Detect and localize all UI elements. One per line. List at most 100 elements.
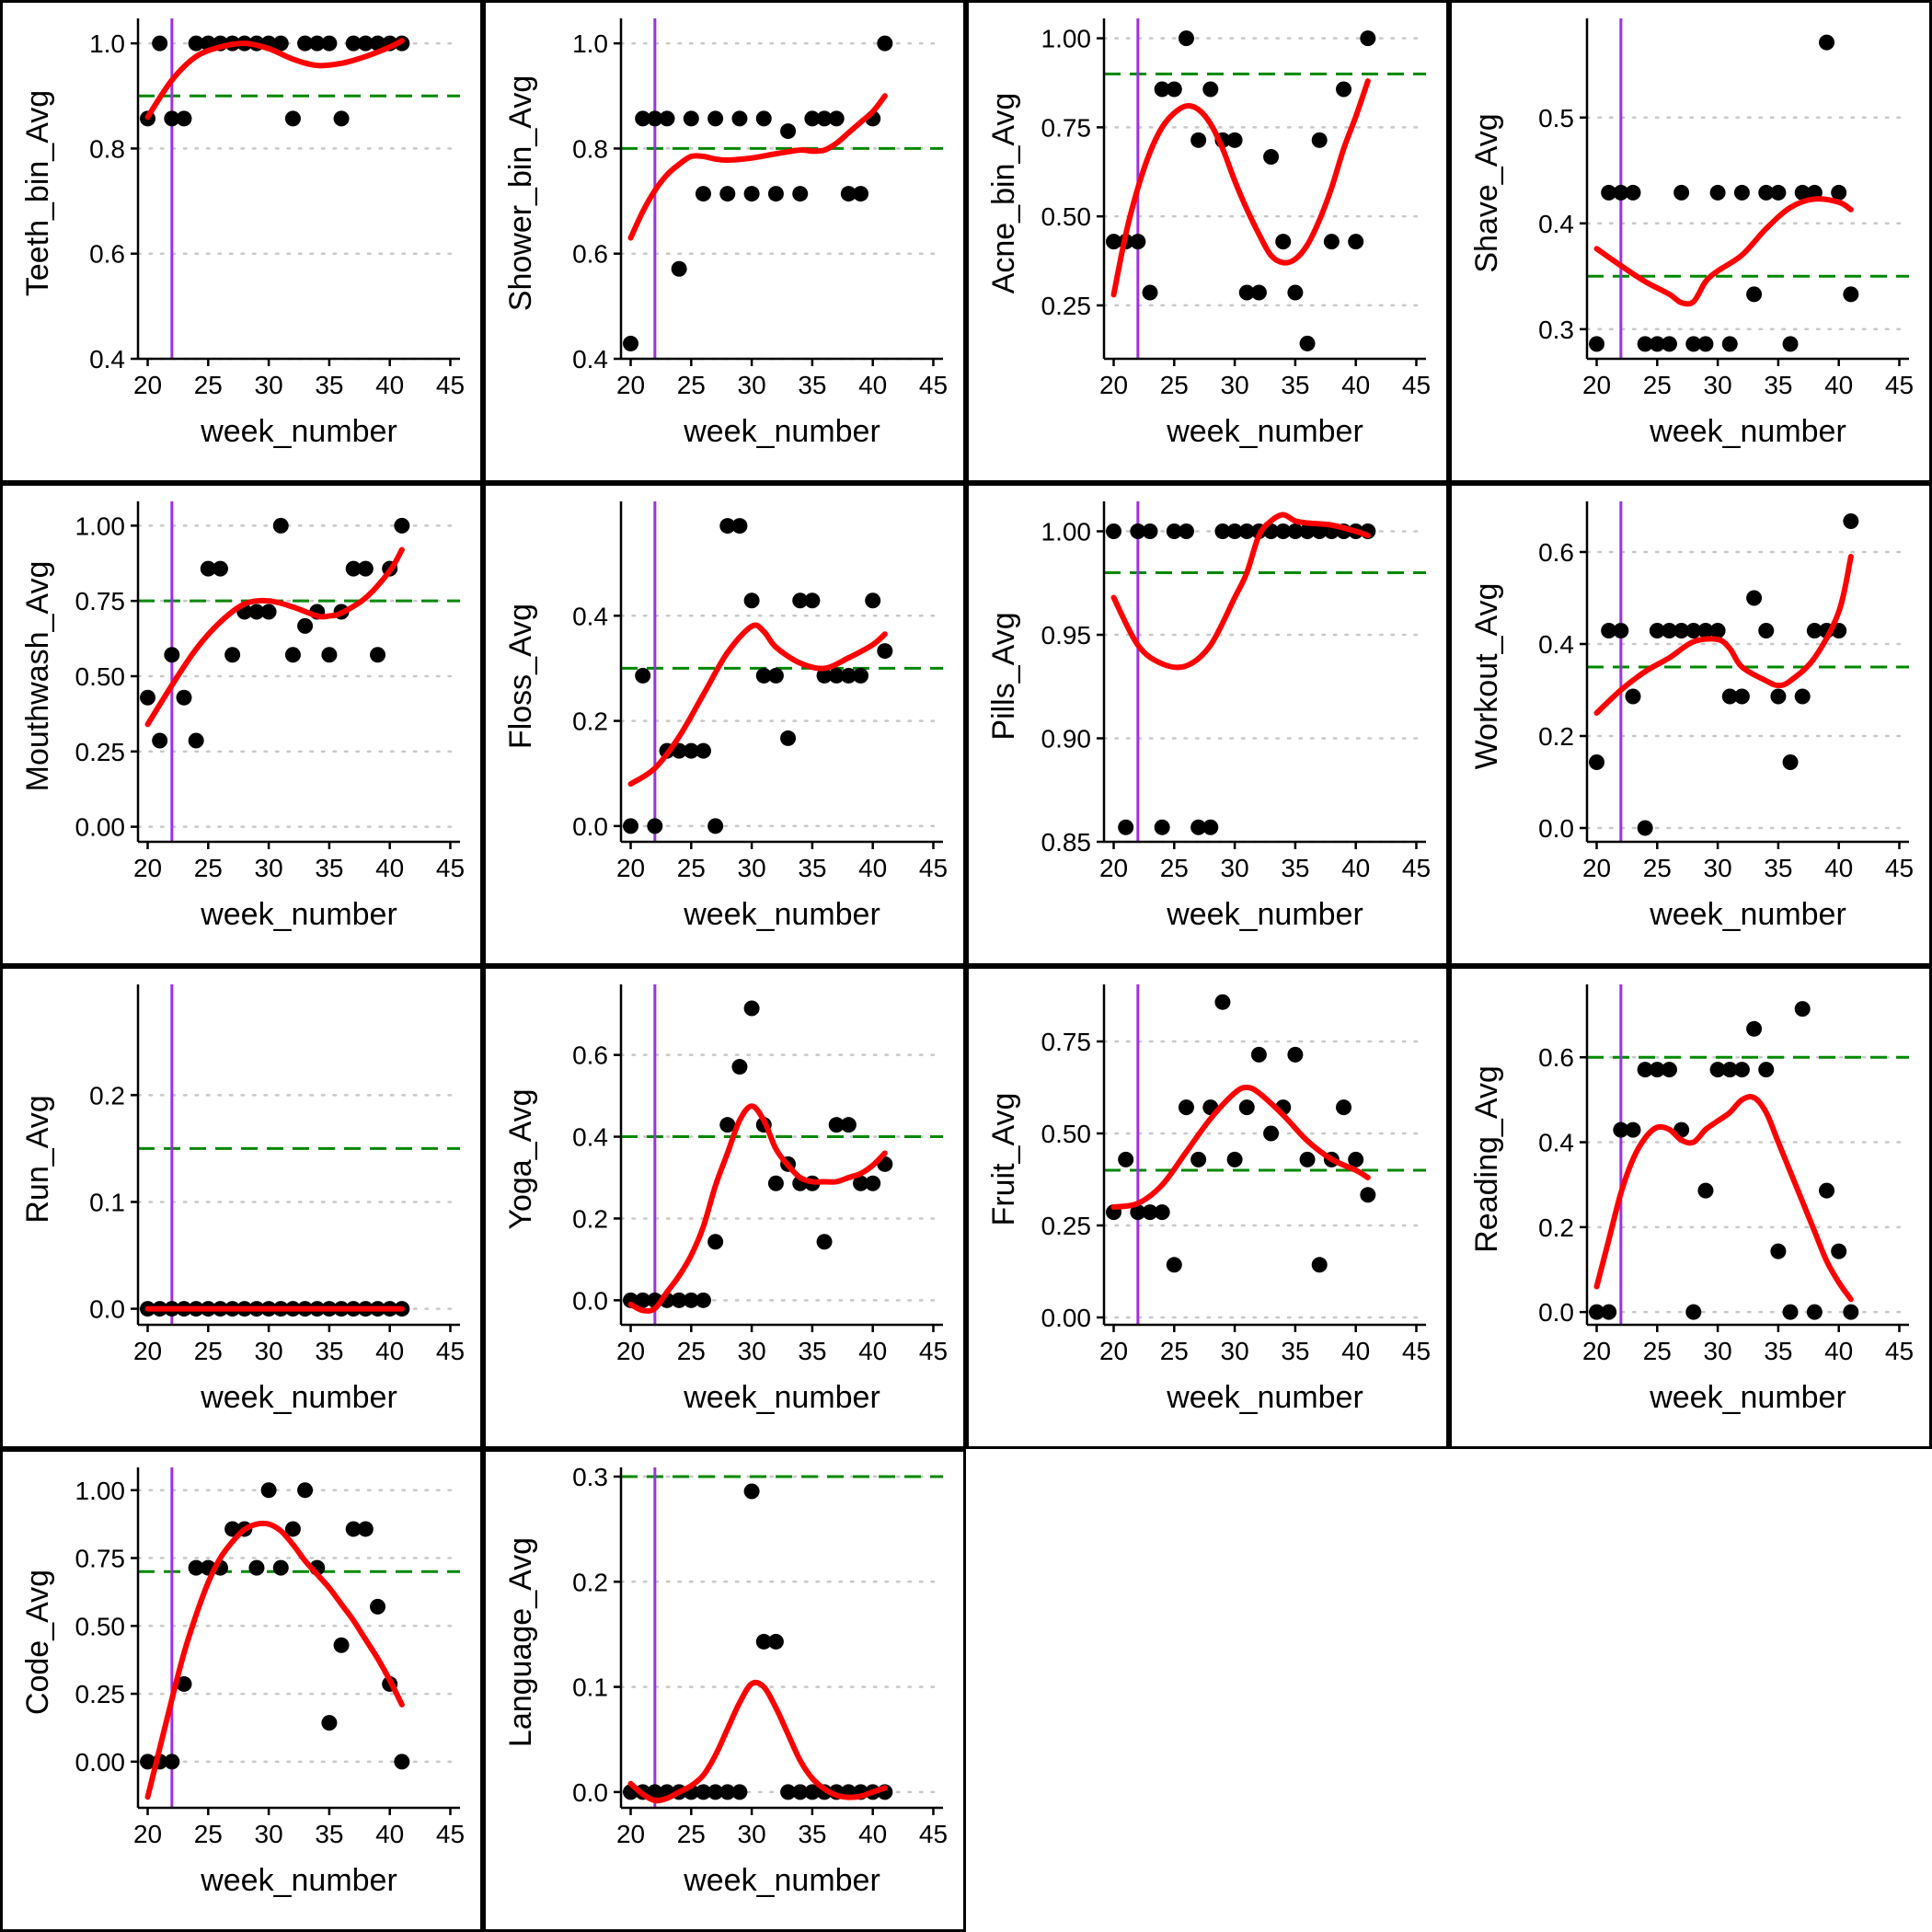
data-point bbox=[321, 647, 338, 663]
y-tick-label: 0.6 bbox=[1538, 538, 1574, 567]
x-tick-label: 30 bbox=[255, 371, 283, 399]
data-point bbox=[1311, 1257, 1328, 1273]
data-point bbox=[1613, 623, 1629, 638]
data-point bbox=[1263, 149, 1280, 166]
chart-panel-3: 0.25 0.50 0.75 1.00 20 25 30 35 40 45 week_number A… bbox=[966, 0, 1449, 483]
x-axis-title: week_number bbox=[1649, 897, 1846, 932]
data-point bbox=[1336, 1099, 1352, 1116]
data-point bbox=[767, 1633, 784, 1650]
smooth-trend-line bbox=[1593, 196, 1854, 307]
data-point bbox=[792, 1784, 809, 1800]
data-point bbox=[1263, 1125, 1280, 1142]
smooth-trend-line bbox=[1110, 1085, 1371, 1210]
data-point bbox=[1673, 184, 1690, 201]
data-point bbox=[1589, 336, 1605, 352]
data-point bbox=[1214, 994, 1231, 1010]
y-tick-label: 0.75 bbox=[1041, 113, 1092, 142]
data-point bbox=[780, 1784, 797, 1800]
data-point bbox=[1226, 523, 1243, 539]
x-tick-label: 40 bbox=[858, 854, 887, 882]
y-tick-label: 0.4 bbox=[1538, 1129, 1574, 1157]
panel-border bbox=[483, 483, 966, 966]
x-tick-label: 25 bbox=[1643, 854, 1672, 882]
data-point bbox=[1637, 1062, 1653, 1078]
data-point bbox=[394, 1754, 410, 1770]
panel-border bbox=[483, 966, 966, 1449]
data-point bbox=[707, 818, 724, 834]
chart-panel-2: 0.4 0.6 0.8 1.0 20 25 30 35 40 45 week_number Showe… bbox=[483, 0, 966, 483]
data-point bbox=[272, 517, 289, 534]
x-tick-label: 25 bbox=[677, 1820, 706, 1848]
data-point bbox=[1166, 81, 1182, 98]
data-point bbox=[164, 1754, 180, 1770]
data-point bbox=[200, 560, 216, 577]
x-tick-label: 25 bbox=[194, 371, 223, 399]
data-point bbox=[1348, 1151, 1364, 1167]
x-tick-label: 20 bbox=[1582, 854, 1611, 882]
data-point bbox=[176, 110, 192, 127]
data-point bbox=[1142, 284, 1158, 301]
y-tick-label: 0.25 bbox=[75, 738, 126, 766]
y-tick-label: 1.0 bbox=[89, 29, 125, 58]
x-tick-label: 20 bbox=[616, 1337, 645, 1365]
y-axis-title: Language_Avg bbox=[503, 1537, 538, 1747]
data-point bbox=[828, 110, 845, 127]
data-point bbox=[1118, 819, 1134, 835]
data-point bbox=[1697, 1182, 1714, 1199]
data-point bbox=[370, 647, 386, 663]
smooth-trend-line bbox=[627, 1103, 888, 1314]
data-point bbox=[1601, 623, 1617, 638]
data-point bbox=[1202, 81, 1219, 98]
data-point bbox=[1226, 1151, 1243, 1167]
data-point bbox=[792, 186, 809, 202]
data-point bbox=[1287, 284, 1304, 301]
data-point bbox=[188, 1559, 204, 1576]
data-point bbox=[1685, 623, 1702, 638]
panel-border bbox=[966, 483, 1449, 966]
data-point bbox=[828, 667, 845, 684]
x-axis-title: week_number bbox=[683, 414, 880, 449]
data-point bbox=[1770, 1243, 1787, 1259]
data-point bbox=[1625, 184, 1641, 201]
y-tick-label: 1.0 bbox=[572, 29, 608, 58]
x-tick-label: 25 bbox=[194, 854, 223, 882]
smooth-trend-line bbox=[1593, 1094, 1854, 1303]
smooth-trend-line bbox=[144, 38, 405, 121]
y-tick-label: 0.3 bbox=[1538, 316, 1574, 344]
data-point bbox=[1697, 623, 1714, 638]
data-point bbox=[345, 560, 362, 577]
panel-border bbox=[966, 0, 1449, 483]
data-point bbox=[345, 35, 362, 52]
x-tick-label: 45 bbox=[919, 1820, 948, 1848]
data-point bbox=[865, 1175, 881, 1191]
y-tick-label: 0.3 bbox=[572, 1463, 608, 1491]
x-tick-label: 20 bbox=[1582, 371, 1611, 399]
data-point bbox=[743, 592, 760, 609]
data-point bbox=[248, 1559, 265, 1576]
y-axis-title: Yoga_Avg bbox=[503, 1088, 538, 1229]
x-tick-label: 40 bbox=[858, 371, 887, 399]
y-tick-label: 0.4 bbox=[572, 345, 608, 374]
data-point bbox=[1238, 1099, 1255, 1116]
x-tick-label: 40 bbox=[1824, 371, 1853, 399]
smooth-trend-line bbox=[627, 622, 888, 788]
data-point bbox=[345, 1521, 362, 1537]
y-tick-label: 0.1 bbox=[572, 1673, 608, 1702]
data-point bbox=[1831, 184, 1847, 201]
y-tick-label: 0.50 bbox=[75, 1612, 126, 1640]
chart-panel-14: 0.0 0.1 0.2 0.3 20 25 30 35 40 45 week_number Langu… bbox=[483, 1449, 966, 1932]
data-point bbox=[1130, 1204, 1146, 1221]
data-point bbox=[321, 1715, 338, 1731]
data-point bbox=[1661, 623, 1677, 638]
y-tick-label: 0.85 bbox=[1041, 828, 1092, 857]
data-point bbox=[1782, 336, 1799, 352]
panel-border bbox=[0, 1449, 483, 1932]
y-tick-label: 0.25 bbox=[75, 1680, 126, 1708]
panel-border bbox=[966, 966, 1449, 1449]
data-point bbox=[248, 604, 265, 620]
y-tick-label: 0.00 bbox=[1041, 1304, 1092, 1332]
x-tick-label: 20 bbox=[133, 1820, 162, 1848]
data-point bbox=[1166, 1257, 1182, 1273]
x-axis-title: week_number bbox=[1166, 1380, 1363, 1415]
data-point bbox=[743, 1483, 760, 1500]
